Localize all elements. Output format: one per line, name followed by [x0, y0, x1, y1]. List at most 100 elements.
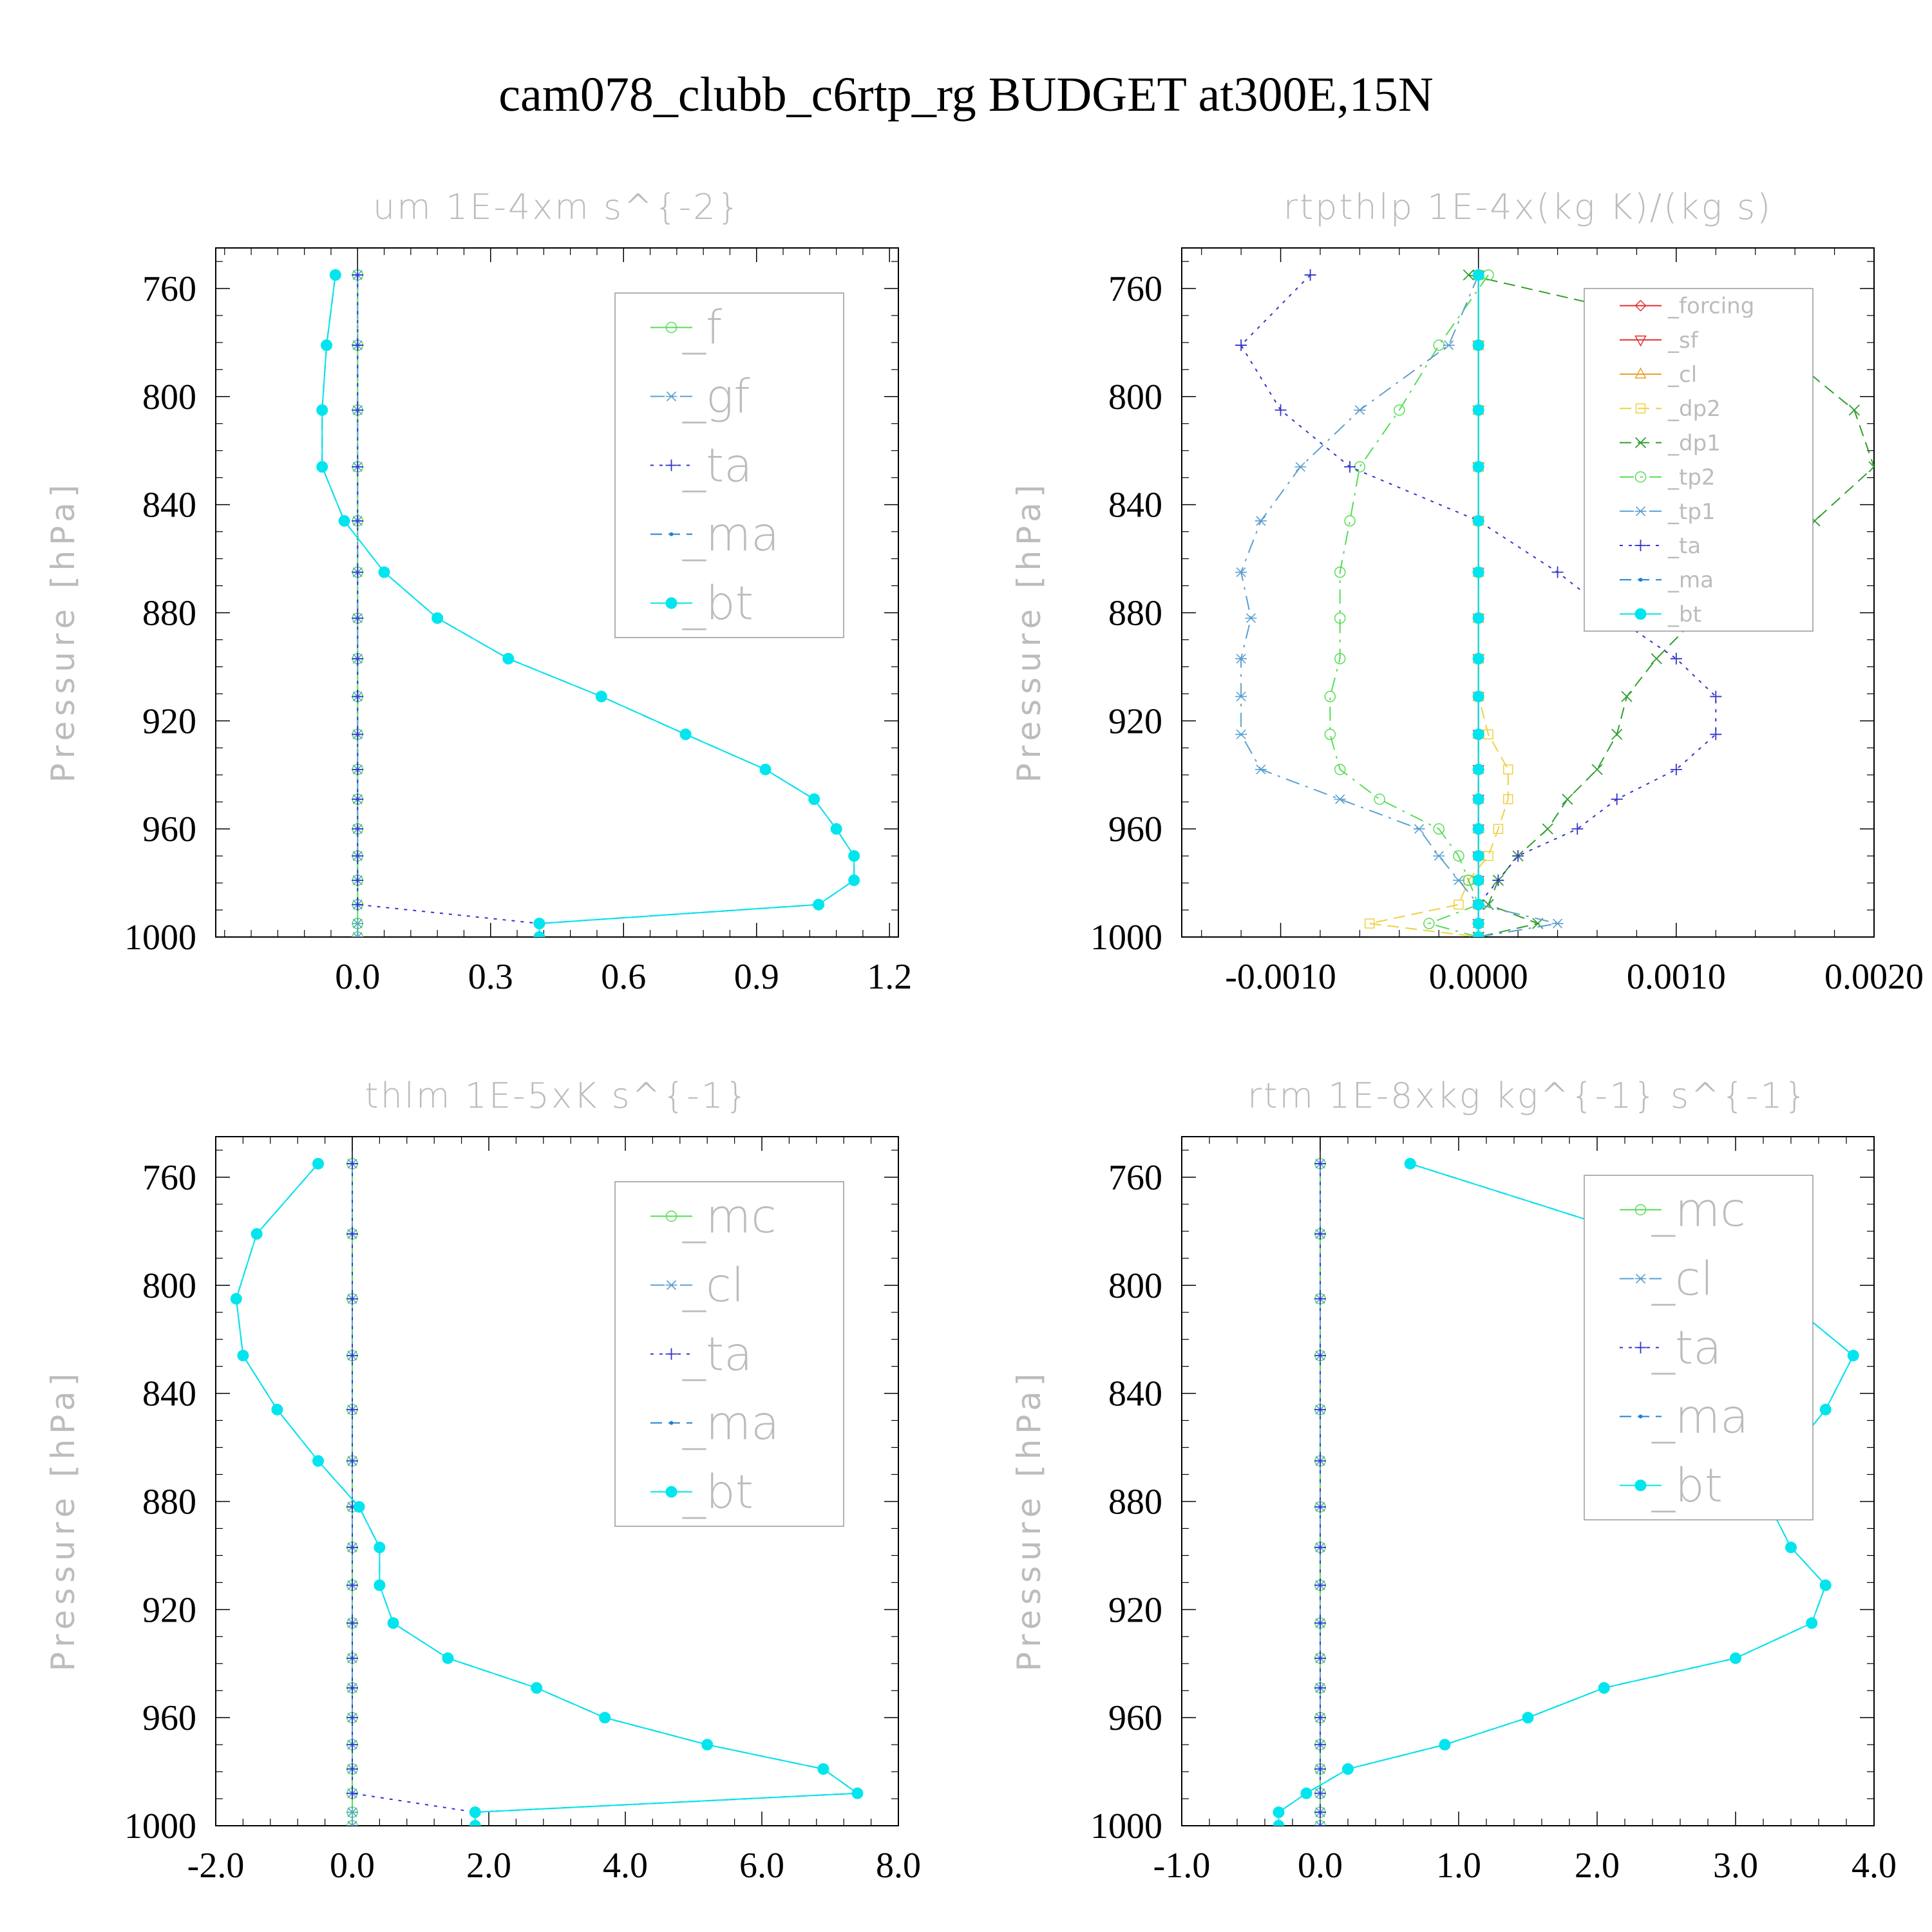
data-point-bt	[329, 269, 341, 281]
data-point-bt	[1819, 1403, 1832, 1416]
data-point-ta	[1314, 1501, 1326, 1513]
y-axis-label: Pressure [hPa]	[1010, 1368, 1048, 1672]
legend-label: _cl	[1667, 362, 1697, 388]
data-point-ta	[346, 1712, 358, 1724]
data-point-dp1	[1611, 728, 1623, 740]
data-point-bt	[312, 1455, 324, 1467]
legend: _mc _cl _ta _ma _bt	[614, 1181, 844, 1527]
data-point-ta	[346, 1617, 358, 1629]
legend-label: _ma	[1667, 567, 1714, 593]
x-tick-label: -2.0	[187, 1846, 245, 1886]
panel-title: um 1E-4xm s^{-2}	[373, 187, 741, 227]
legend-marker	[1634, 1479, 1647, 1492]
x-tick-label: 2.0	[466, 1846, 511, 1886]
legend-label: _bt	[1667, 601, 1701, 627]
data-point-ta	[346, 1579, 358, 1591]
data-point-bt	[830, 823, 842, 835]
data-point-dp1	[1463, 269, 1474, 281]
y-tick-label: 760	[1108, 1158, 1162, 1198]
y-tick-label: 1000	[124, 1806, 196, 1846]
x-tick-label: 8.0	[876, 1846, 921, 1886]
data-point-bt	[1785, 1541, 1797, 1553]
data-point-bt	[1472, 763, 1484, 775]
panels: um 1E-4xm s^{-2} 760 800 840 880 920 960 1000 0.…	[44, 187, 1924, 1886]
legend-marker	[1634, 1341, 1647, 1354]
panel-title: thlm 1E-5xK s^{-1}	[365, 1075, 750, 1116]
x-tick-label: 0.0000	[1429, 957, 1528, 997]
y-tick-label: 960	[1108, 1698, 1162, 1738]
plot-frame	[1181, 1136, 1875, 1826]
data-point-bt	[316, 404, 328, 416]
data-point-ta	[352, 763, 364, 775]
data-point-ta	[352, 850, 364, 862]
data-point-tp1	[1294, 462, 1307, 472]
data-point-tp1	[1255, 516, 1267, 526]
data-point-ta	[352, 728, 364, 741]
data-point-dp1	[1868, 461, 1874, 473]
data-point-tp1	[1235, 691, 1247, 702]
data-point-ta	[1512, 850, 1524, 862]
y-tick-label: 1000	[124, 918, 196, 958]
legend-label: _sf	[1667, 328, 1699, 354]
legend-label: _dp1	[1667, 430, 1721, 456]
data-point-bt	[1472, 793, 1484, 805]
data-point-bt	[1472, 874, 1484, 886]
series-line-dp2	[1369, 275, 1509, 937]
x-tick-label: 4.0	[603, 1846, 648, 1886]
y-tick-label: 880	[142, 593, 196, 633]
data-point-ta	[346, 1228, 358, 1240]
data-point-tp2	[1324, 728, 1336, 741]
data-point-tp1	[1551, 918, 1564, 929]
data-point-bt	[374, 1541, 386, 1553]
data-point-ta	[1314, 1787, 1326, 1799]
data-point-bt	[1273, 1820, 1285, 1826]
data-point-ta	[346, 1739, 358, 1751]
legend-marker	[665, 1348, 677, 1360]
data-point-bt	[1472, 404, 1484, 416]
data-point-dp1	[1591, 764, 1603, 775]
data-point-dp1	[1562, 793, 1573, 805]
data-point-bt	[1300, 1787, 1312, 1799]
data-point-bt	[851, 1787, 864, 1799]
data-point-bt	[531, 1682, 543, 1694]
data-point-ta	[346, 1541, 358, 1553]
data-point-ta	[1492, 874, 1504, 886]
x-tick-label: 0.0	[335, 957, 380, 997]
legend-label: _ta	[682, 439, 752, 493]
y-tick-label: 840	[1108, 1374, 1162, 1414]
legend-marker	[669, 532, 674, 536]
legend-label: _mc	[682, 1189, 777, 1244]
data-point-bt	[469, 1820, 481, 1826]
data-point-bt	[431, 612, 444, 624]
data-point-bt	[502, 652, 515, 665]
x-tick-label: -1.0	[1153, 1846, 1211, 1886]
data-point-ta	[346, 1349, 358, 1361]
data-point-ta	[1314, 1228, 1326, 1240]
data-point-ta	[352, 898, 364, 911]
legend-label: _tp1	[1667, 499, 1716, 525]
data-point-bt	[1472, 269, 1484, 281]
legend-marker	[665, 321, 677, 334]
data-point-bt	[1472, 566, 1484, 578]
data-point-tp2	[1374, 793, 1385, 805]
x-tick-label: 0.6	[601, 957, 646, 997]
data-point-bt	[1472, 898, 1484, 911]
data-point-bt	[1730, 1652, 1741, 1664]
data-point-tp1	[1255, 764, 1267, 775]
x-tick-label: 3.0	[1713, 1846, 1758, 1886]
data-point-ta	[1314, 1157, 1326, 1170]
data-point-ta	[1710, 690, 1722, 703]
series-line-tp1	[1240, 274, 1558, 937]
x-tick-label: 0.0020	[1824, 957, 1924, 997]
data-point-bt	[595, 690, 607, 703]
data-point-ta	[1314, 1806, 1326, 1819]
y-tick-label: 800	[142, 377, 196, 417]
series-line-ta	[357, 275, 540, 937]
data-point-tp1	[1235, 729, 1247, 739]
series-line-tp2	[1329, 274, 1489, 937]
data-point-tp2	[1453, 850, 1464, 862]
data-point-tp2	[1324, 690, 1336, 703]
data-point-ta	[352, 823, 364, 835]
data-point-tp2	[1433, 823, 1445, 835]
